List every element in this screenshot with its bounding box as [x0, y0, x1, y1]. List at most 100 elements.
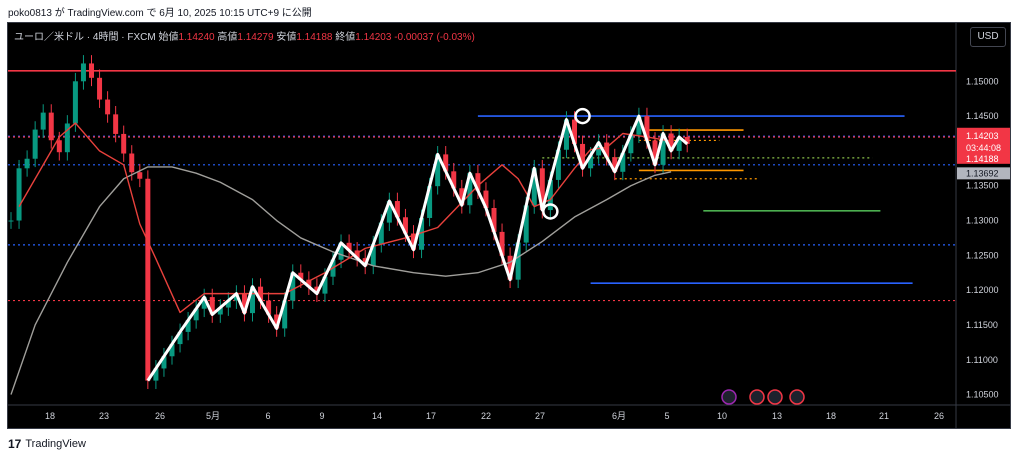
time-tick-label: 26 — [155, 411, 165, 421]
change-value: -0.00037 (-0.03%) — [394, 32, 475, 43]
candle-body — [531, 168, 537, 206]
close-value: 1.14203 — [355, 32, 392, 43]
time-tick-label: 18 — [826, 411, 836, 421]
candle-body — [250, 286, 255, 314]
candle-body — [209, 297, 215, 315]
open-label: 始値 — [158, 32, 179, 43]
candle — [32, 121, 38, 168]
price-tick-label: 1.12000 — [966, 285, 999, 295]
candle-body — [354, 250, 360, 259]
us-event-icon — [749, 389, 765, 405]
site-name[interactable]: TradingView.com — [67, 8, 144, 19]
candle — [169, 335, 175, 365]
symbol-label[interactable]: ユーロ／米ドル · 4時間 · FXCM — [14, 32, 156, 43]
price-chart[interactable]: 1.10500 1.11000 1.11500 1.12000 1.12500 1.130… — [8, 23, 1010, 428]
close-label: 終値 — [335, 32, 356, 43]
footer-brand[interactable]: 17 TradingView — [8, 437, 86, 451]
price-tick-label: 1.15000 — [966, 76, 999, 86]
candle — [684, 128, 690, 153]
lightning-event-icon — [721, 389, 737, 405]
candle-body — [16, 168, 22, 221]
candle-body — [459, 188, 465, 206]
candle-body — [346, 242, 352, 251]
candle-body — [427, 186, 433, 218]
candle-body — [298, 272, 304, 280]
candle-body — [419, 217, 425, 250]
time-tick-label: 6月 — [612, 411, 626, 421]
candle-body — [322, 276, 328, 294]
price-tick-label: 1.14500 — [966, 111, 999, 121]
ohlc-legend: ユーロ／米ドル · 4時間 · FXCM 始値1.14240 高値1.14279… — [14, 28, 475, 43]
high-value: 1.14279 — [237, 32, 274, 43]
candle — [105, 91, 111, 123]
author-name[interactable]: poko0813 — [8, 8, 52, 19]
price-tick-label: 1.11000 — [966, 355, 998, 365]
time-tick-label: 22 — [481, 411, 491, 421]
candle — [507, 247, 513, 289]
candle-body — [153, 368, 159, 381]
candle-body — [588, 155, 594, 169]
candle — [588, 147, 594, 177]
time-tick-label: 13 — [772, 411, 782, 421]
candle-body — [515, 242, 521, 280]
ma-price-tag-text: 1.13692 — [966, 168, 999, 178]
connector-text: が — [54, 8, 65, 19]
candle-body — [555, 149, 561, 180]
candle-body — [161, 356, 167, 369]
candle-body — [177, 331, 183, 345]
candle-body — [378, 222, 384, 245]
candle — [72, 72, 78, 132]
candle-body — [676, 136, 682, 151]
candle — [225, 292, 231, 316]
candle-body — [40, 112, 46, 130]
publish-info: poko0813 が TradingView.com で 6月 10, 2025… — [8, 4, 312, 19]
candle — [676, 128, 682, 160]
candle — [97, 69, 103, 108]
candle — [64, 115, 70, 161]
candle — [16, 159, 22, 229]
candle-body — [80, 63, 86, 82]
candle-body — [8, 220, 14, 222]
candle — [604, 134, 610, 166]
chart-frame[interactable]: 1.10500 1.11000 1.11500 1.12000 1.12500 1.130… — [7, 22, 1011, 429]
fast-ma-line — [18, 122, 672, 314]
candle — [636, 107, 642, 144]
candle-body — [620, 153, 626, 172]
currency-unit-button[interactable]: USD — [970, 27, 1006, 47]
candle-body — [145, 178, 151, 381]
price-tick-label: 1.10500 — [966, 390, 999, 400]
candle-body — [547, 179, 553, 211]
candle — [48, 104, 54, 149]
candle-body — [64, 123, 70, 153]
ma-price-tag — [957, 167, 1010, 180]
candle-body — [668, 133, 674, 151]
candle-body — [443, 154, 449, 172]
candle-body — [386, 201, 392, 223]
time-tick-label: 26 — [934, 411, 944, 421]
us-event-icon — [789, 389, 805, 405]
open-value: 1.14240 — [178, 32, 215, 43]
candle — [298, 264, 304, 289]
candle-body — [266, 300, 272, 315]
slow-ma-line — [10, 166, 672, 395]
candle-body — [89, 63, 94, 78]
candle-body — [274, 314, 280, 329]
candle-body — [451, 171, 457, 189]
candle-body — [201, 297, 207, 309]
candle-body — [467, 173, 473, 206]
time-tick-label: 18 — [45, 411, 55, 421]
time-tick-label: 5月 — [206, 411, 220, 421]
candle — [121, 125, 127, 162]
price-tick-label: 1.12500 — [966, 250, 999, 260]
candle-body — [72, 81, 78, 124]
candle-body — [499, 231, 505, 256]
candle — [612, 148, 618, 181]
candle — [185, 311, 191, 341]
time-tick-label: 14 — [372, 411, 382, 421]
candle-body — [539, 168, 545, 211]
candle — [177, 323, 183, 353]
low-price-tag — [957, 152, 1010, 164]
candle — [24, 150, 30, 177]
candle — [80, 55, 86, 90]
candle-body — [628, 134, 634, 154]
